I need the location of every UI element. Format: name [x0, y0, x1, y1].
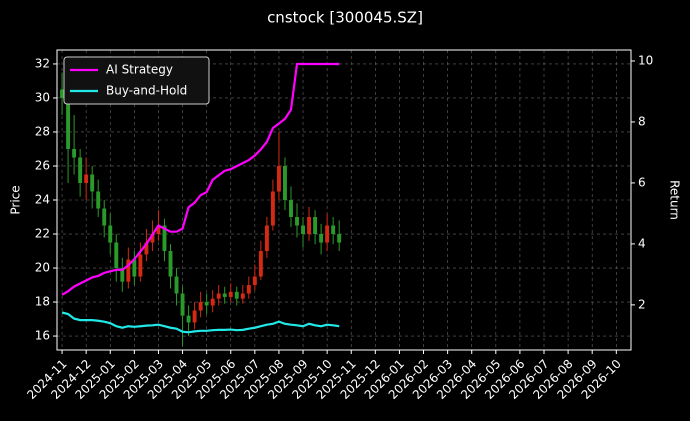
candle-body: [102, 208, 107, 226]
candle-body: [222, 293, 227, 297]
candle-body: [120, 268, 125, 282]
candle-body: [126, 259, 131, 282]
candle-body: [204, 302, 209, 306]
candle-body: [210, 298, 215, 306]
candle-body: [270, 191, 275, 226]
candle-body: [144, 242, 149, 255]
candle-body: [84, 174, 89, 183]
y2-tick-label: 8: [638, 114, 646, 128]
candle-body: [186, 315, 191, 323]
candle-body: [289, 200, 293, 218]
y2-tick-label: 2: [638, 297, 646, 311]
candle-body: [283, 165, 287, 200]
candle-body: [301, 225, 305, 235]
y-tick-label: 30: [35, 90, 50, 104]
chart-title: cnstock [300045.SZ]: [267, 9, 423, 27]
candle-body: [138, 254, 143, 277]
y-tick-label: 28: [35, 124, 50, 138]
y-tick-label: 22: [35, 227, 50, 241]
candle-body: [168, 251, 173, 277]
candle-body: [78, 157, 83, 183]
y2-tick-label: 4: [638, 236, 646, 250]
candle-body: [90, 174, 95, 192]
candle-body: [240, 293, 245, 299]
candle-body: [246, 285, 251, 294]
candle-body: [108, 225, 113, 243]
candle-body: [66, 97, 71, 149]
candle-body: [96, 191, 101, 209]
y2-axis-label: Return: [668, 180, 682, 220]
candle-body: [156, 225, 161, 235]
candle-body: [337, 234, 342, 243]
candle-body: [198, 302, 203, 311]
y-axis-label: Price: [9, 185, 23, 214]
y2-tick-label: 10: [638, 53, 653, 67]
candle-body: [295, 217, 299, 226]
candle-body: [307, 217, 312, 235]
return-line: [61, 62, 340, 296]
candle-body: [228, 291, 233, 297]
candle-body: [325, 225, 330, 243]
legend-label: Buy-and-Hold: [106, 84, 187, 98]
candle-body: [180, 293, 185, 316]
candle-body: [313, 217, 318, 235]
candle-body: [192, 310, 197, 323]
candle-body: [132, 259, 137, 277]
y-tick-label: 24: [35, 193, 50, 207]
candle-body: [264, 225, 269, 252]
candle-body: [252, 276, 257, 286]
candle-body: [276, 165, 281, 192]
y-tick-label: 32: [35, 56, 50, 70]
candle-body: [174, 276, 179, 294]
candle-body: [319, 234, 324, 243]
candle-body: [150, 234, 155, 243]
y-tick-label: 20: [35, 261, 50, 275]
legend-box: [63, 56, 210, 105]
candle-body: [162, 225, 167, 252]
y2-tick-label: 6: [638, 175, 646, 189]
y-tick-label: 18: [35, 295, 50, 309]
candle-body: [72, 148, 77, 158]
candle-body: [331, 225, 336, 235]
y-tick-label: 16: [35, 329, 50, 343]
candle-body: [258, 251, 263, 277]
candle-body: [60, 89, 65, 98]
return-line: [61, 311, 340, 334]
y-tick-label: 26: [35, 158, 50, 172]
legend-label: AI Strategy: [106, 63, 173, 77]
candle-body: [216, 293, 221, 299]
plot-frame: [56, 49, 632, 351]
candle-body: [234, 291, 239, 299]
candle-body: [114, 242, 119, 269]
